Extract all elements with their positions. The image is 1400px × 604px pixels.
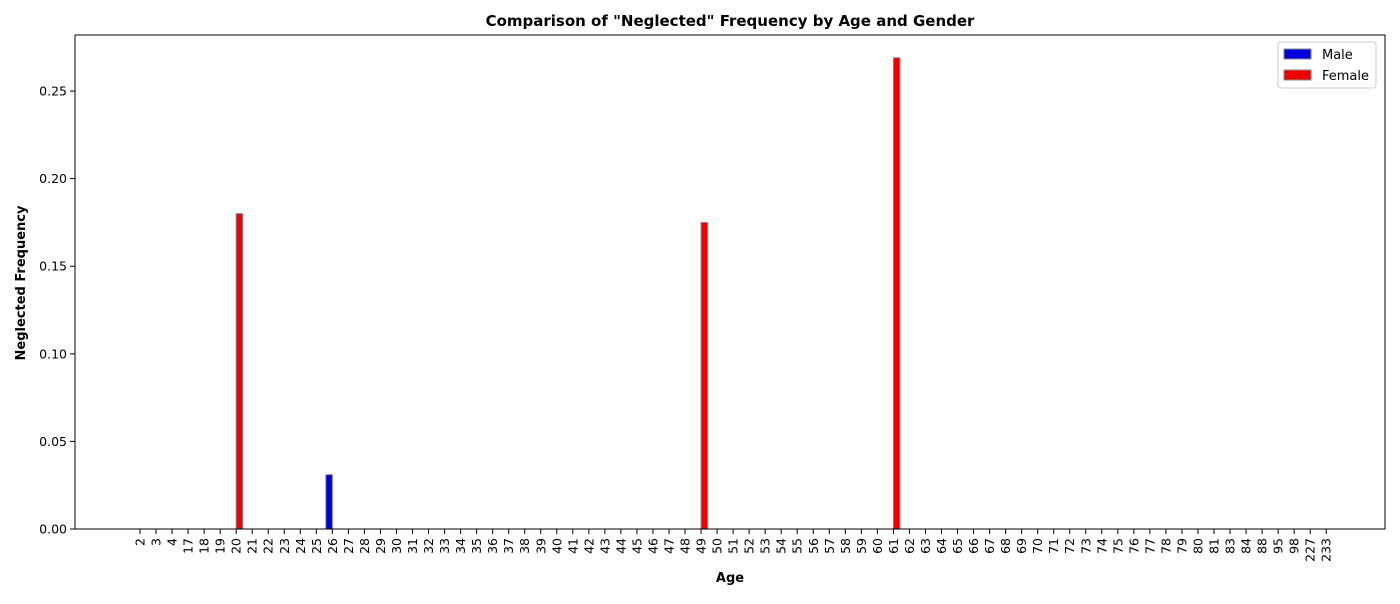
x-tick-label: 47 <box>661 538 676 554</box>
x-tick-label: 28 <box>357 538 372 554</box>
x-tick-label: 233 <box>1319 538 1334 562</box>
x-tick-label: 78 <box>1158 538 1173 554</box>
legend-label-male: Male <box>1322 48 1353 63</box>
x-tick-label: 64 <box>934 538 949 554</box>
x-tick-label: 39 <box>533 538 548 554</box>
chart-title: Comparison of "Neglected" Frequency by A… <box>486 12 975 30</box>
x-tick-label: 25 <box>309 538 324 554</box>
legend-swatch-female <box>1283 69 1312 81</box>
x-tick-label: 2 <box>133 538 148 546</box>
x-tick-label: 42 <box>581 538 596 554</box>
x-tick-label: 51 <box>726 538 741 554</box>
x-tick-label: 95 <box>1271 538 1286 554</box>
x-tick-label: 30 <box>389 538 404 554</box>
x-tick-label: 22 <box>261 538 276 554</box>
x-tick-label: 34 <box>453 538 468 554</box>
x-tick-label: 71 <box>1046 538 1061 554</box>
x-tick-label: 65 <box>950 538 965 554</box>
x-tick-label: 31 <box>405 538 420 554</box>
x-tick-label: 61 <box>886 538 901 554</box>
x-tick-label: 59 <box>854 538 869 554</box>
x-tick-label: 48 <box>678 538 693 554</box>
bar-male <box>325 474 333 530</box>
x-tick-label: 46 <box>645 538 660 554</box>
x-tick-label: 57 <box>822 538 837 554</box>
x-tick-label: 27 <box>341 538 356 554</box>
x-tick-label: 37 <box>501 538 516 554</box>
x-tick-label: 41 <box>565 538 580 554</box>
legend: Male Female <box>1277 41 1377 89</box>
y-tick-label: 0.05 <box>39 434 67 449</box>
x-tick-label: 43 <box>597 538 612 554</box>
x-tick-label: 32 <box>421 538 436 554</box>
x-tick-label: 77 <box>1142 538 1157 554</box>
x-tick-label: 67 <box>982 538 997 554</box>
x-tick-label: 66 <box>966 538 981 554</box>
x-tick-label: 58 <box>838 538 853 554</box>
y-tick-label: 0.10 <box>39 346 67 361</box>
x-tick-label: 60 <box>870 538 885 554</box>
x-tick-label: 72 <box>1062 538 1077 554</box>
x-tick-label: 35 <box>469 538 484 554</box>
x-tick-label: 62 <box>902 538 917 554</box>
x-tick-label: 53 <box>758 538 773 554</box>
x-tick-label: 45 <box>629 538 644 554</box>
x-tick-label: 81 <box>1207 538 1222 554</box>
y-tick-label: 0.20 <box>39 171 67 186</box>
x-tick-label: 73 <box>1078 538 1093 554</box>
x-tick-label: 40 <box>549 538 564 554</box>
x-tick-label: 227 <box>1303 538 1318 562</box>
x-tick-label: 49 <box>694 538 709 554</box>
x-tick-label: 19 <box>213 538 228 554</box>
y-tick-label: 0.00 <box>39 522 67 537</box>
x-tick-label: 36 <box>485 538 500 554</box>
x-tick-label: 26 <box>325 538 340 554</box>
x-tick-label: 56 <box>806 538 821 554</box>
x-tick-label: 33 <box>437 538 452 554</box>
x-axis-label: Age <box>716 571 744 586</box>
y-axis-label: Neglected Frequency <box>14 205 29 360</box>
legend-swatch-male <box>1283 48 1312 60</box>
x-tick-label: 84 <box>1239 538 1254 554</box>
x-tick-label: 68 <box>998 538 1013 554</box>
bar-female <box>700 221 709 530</box>
x-tick-label: 80 <box>1190 538 1205 554</box>
plot-area: 0.000.050.100.150.200.252 3 4 17 18 19 20 21 22 2… <box>39 34 1386 562</box>
x-tick-label: 23 <box>277 538 292 554</box>
y-tick-label: 0.25 <box>39 84 67 99</box>
bar-female <box>892 57 901 530</box>
x-tick-label: 38 <box>517 538 532 554</box>
x-tick-label: 50 <box>710 538 725 554</box>
x-tick-label: 3 <box>149 538 164 546</box>
x-tick-label: 63 <box>918 538 933 554</box>
x-tick-label: 75 <box>1110 538 1125 554</box>
legend-label-female: Female <box>1322 69 1369 84</box>
x-tick-label: 76 <box>1126 538 1141 554</box>
x-tick-label: 21 <box>245 538 260 554</box>
x-tick-label: 4 <box>165 538 180 546</box>
y-tick-label: 0.15 <box>39 259 67 274</box>
x-tick-label: 83 <box>1223 538 1238 554</box>
x-tick-label: 74 <box>1094 538 1109 554</box>
x-tick-label: 24 <box>293 538 308 554</box>
x-tick-label: 18 <box>197 538 212 554</box>
x-tick-label: 69 <box>1014 538 1029 554</box>
x-tick-label: 52 <box>742 538 757 554</box>
x-tick-label: 29 <box>373 538 388 554</box>
x-tick-label: 70 <box>1030 538 1045 554</box>
x-tick-label: 88 <box>1255 538 1270 554</box>
plot-frame <box>74 34 1386 530</box>
x-tick-label: 20 <box>229 538 244 554</box>
x-tick-label: 79 <box>1174 538 1189 554</box>
x-tick-label: 17 <box>181 538 196 554</box>
bar-female <box>235 213 244 530</box>
x-tick-label: 44 <box>613 538 628 554</box>
x-tick-label: 98 <box>1287 538 1302 554</box>
x-tick-label: 55 <box>790 538 805 554</box>
x-tick-label: 54 <box>774 538 789 554</box>
